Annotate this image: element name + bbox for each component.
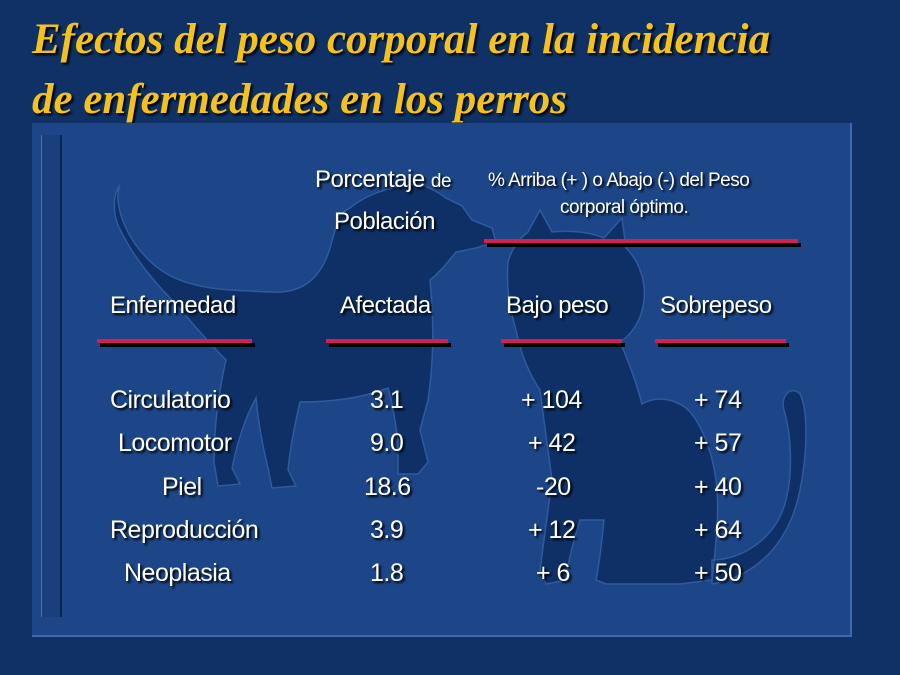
column-header-sobrepeso: Sobrepeso xyxy=(660,292,772,319)
column-header-enfermedad: Enfermedad xyxy=(110,292,236,319)
row-under: -20 xyxy=(536,473,571,501)
row-affected: 1.8 xyxy=(370,559,404,587)
row-disease: Piel xyxy=(162,473,202,501)
row-disease: Reproducción xyxy=(110,516,259,544)
column-rule-sobrepeso xyxy=(655,339,786,343)
row-disease: Circulatorio xyxy=(110,386,231,414)
row-affected: 3.1 xyxy=(370,386,404,414)
header-de-word: de xyxy=(430,171,452,192)
slide-title-line1: Efectos del peso corporal en la incidenc… xyxy=(32,16,771,63)
header-porcentaje: Porcentaje de xyxy=(315,166,452,194)
row-under: + 6 xyxy=(536,559,570,587)
row-over: + 74 xyxy=(694,386,742,414)
header-poblacion: Población xyxy=(334,208,435,235)
row-affected: 9.0 xyxy=(370,429,404,457)
slide-title-line2: de enfermedades en los perros xyxy=(32,76,568,123)
row-over: + 57 xyxy=(694,429,742,457)
header-peso-line1: % Arriba (+ ) o Abajo (-) del Peso xyxy=(488,170,750,191)
header-porcentaje-word: Porcentaje xyxy=(315,166,425,193)
row-disease: Locomotor xyxy=(118,429,232,457)
cat-silhouette-icon xyxy=(506,208,807,585)
row-under: + 42 xyxy=(528,429,576,457)
header-group-rule xyxy=(484,239,798,243)
column-header-bajo-peso: Bajo peso xyxy=(506,292,609,319)
row-affected: 3.9 xyxy=(370,516,404,544)
row-over: + 50 xyxy=(694,559,742,587)
row-under: + 12 xyxy=(528,516,576,544)
column-rule-bajo-peso xyxy=(501,339,622,343)
row-affected: 18.6 xyxy=(364,473,411,501)
row-over: + 40 xyxy=(694,473,742,501)
row-over: + 64 xyxy=(694,516,742,544)
row-under: + 104 xyxy=(521,386,582,414)
slide-title: Efectos del peso corporal en la incidenc… xyxy=(32,10,872,130)
row-disease: Neoplasia xyxy=(124,559,231,587)
column-header-afectada: Afectada xyxy=(340,292,431,319)
dog-silhouette-icon xyxy=(113,183,497,489)
column-rule-afectada xyxy=(326,339,448,343)
header-peso-line2: corporal óptimo. xyxy=(560,197,689,218)
column-rule-enfermedad xyxy=(97,339,252,343)
left-accent-bar xyxy=(42,135,60,617)
